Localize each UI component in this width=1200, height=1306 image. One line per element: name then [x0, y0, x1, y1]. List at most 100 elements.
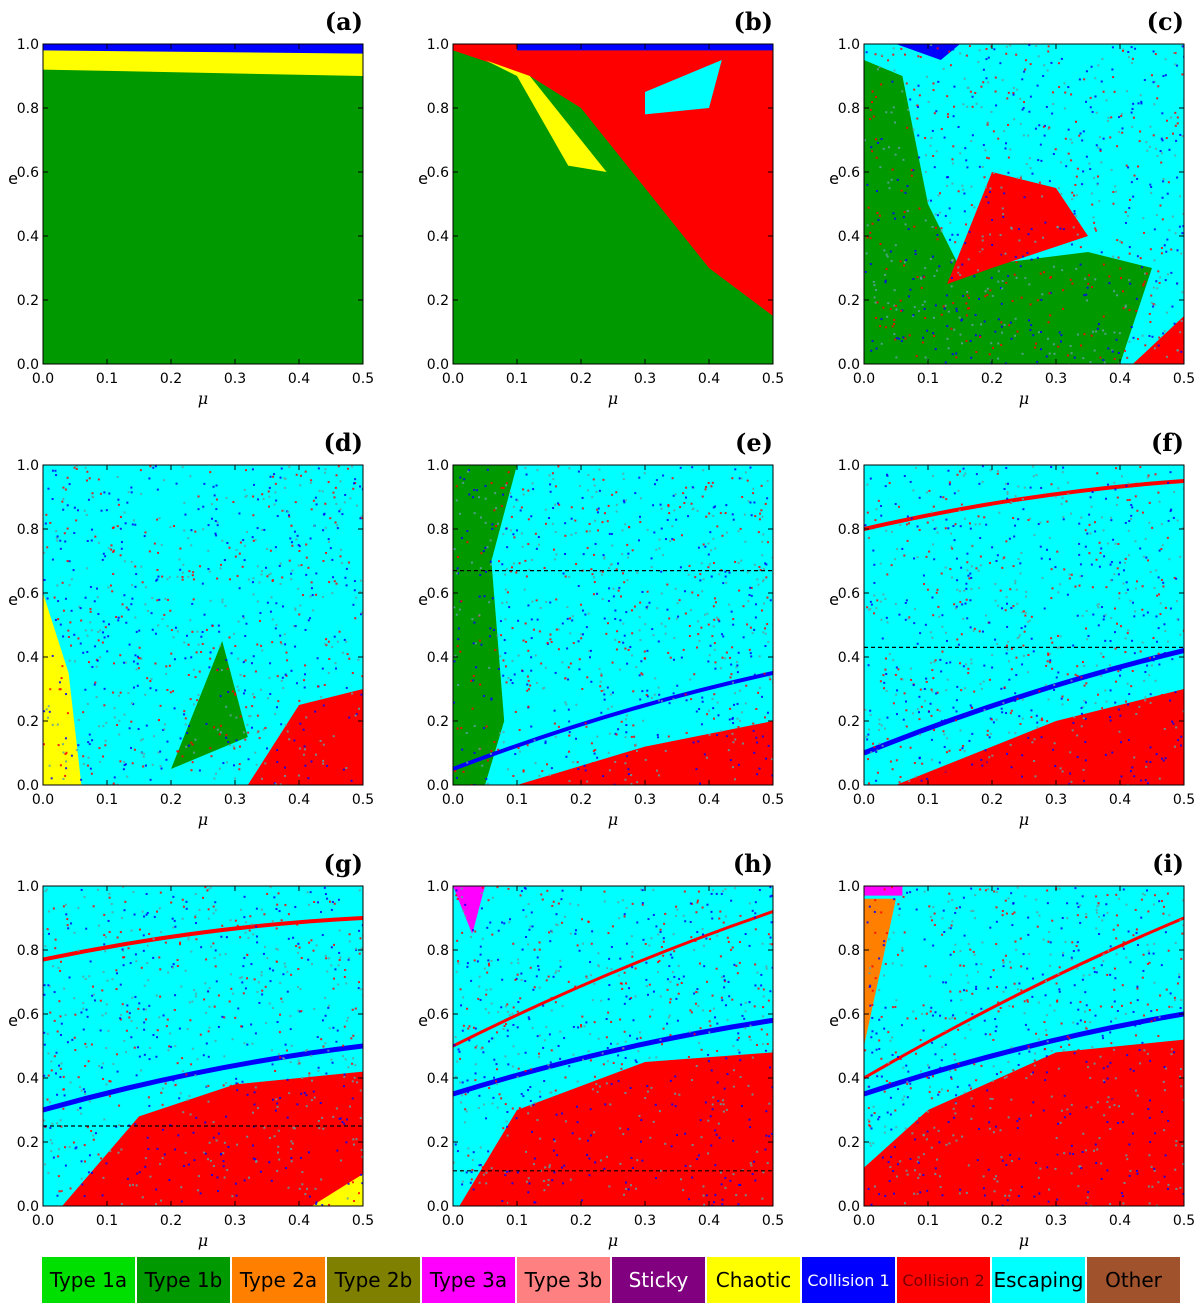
x-tick-label: 0.3 [224, 1213, 246, 1229]
x-tick-label: 0.0 [853, 792, 875, 808]
y-tick-label: 0.4 [17, 650, 39, 666]
basin-collision-2 [62, 1071, 363, 1206]
x-tick-label: 0.3 [1045, 792, 1067, 808]
y-tick-label: 0.4 [838, 650, 860, 666]
x-tick-label: 0.0 [853, 1213, 875, 1229]
x-tick-label: 0.2 [981, 371, 1003, 387]
x-tick-label: 0.1 [506, 1213, 528, 1229]
y-tick-label: 0.4 [427, 1071, 449, 1087]
basin-collision-1 [43, 44, 363, 54]
basin-map [43, 886, 363, 1206]
x-tick-label: 0.4 [288, 792, 310, 808]
legend-item-other: Other [1087, 1257, 1180, 1303]
plot-frame [863, 464, 1185, 786]
x-axis-label: μ [1019, 810, 1029, 829]
basin-type-2a [864, 898, 896, 1046]
basin-collision-2 [896, 689, 1184, 785]
y-tick-label: 0.0 [17, 357, 39, 373]
y-tick-label: 0.0 [427, 1199, 449, 1215]
band-collision-1 [864, 1011, 1184, 1097]
x-tick-label: 0.2 [570, 792, 592, 808]
y-tick-label: 0.0 [427, 357, 449, 373]
x-tick-label: 0.5 [352, 1213, 374, 1229]
panel-i: 0.0 0.1 0.2 0.3 0.4 0.5 0.0 0.2 0.4 0.6 0.8 1.0 μ e (i… [829, 849, 1195, 1250]
x-tick-label: 0.5 [1173, 371, 1195, 387]
y-tick-label: 0.8 [17, 101, 39, 117]
x-tick-label: 0.1 [96, 1213, 118, 1229]
panel-b: 0.0 0.1 0.2 0.3 0.4 0.5 0.0 0.2 0.4 0.6 0.8 1.0 μ e (b… [418, 7, 784, 408]
panel-e: 0.0 0.1 0.2 0.3 0.4 0.5 0.0 0.2 0.4 0.6 0.8 1.0 μ e (e… [418, 428, 784, 829]
plot-frame [42, 43, 364, 365]
band-collision-2 [864, 479, 1184, 531]
y-tick-label: 0.0 [838, 778, 860, 794]
panel-label: (g) [324, 849, 364, 878]
x-tick-label: 0.4 [1109, 371, 1131, 387]
plot-frame [452, 464, 774, 786]
basin-escaping [231, 500, 342, 590]
y-axis-label: e [8, 1011, 18, 1030]
y-tick-label: 0.6 [838, 586, 860, 602]
x-tick-label: 0.2 [160, 1213, 182, 1229]
x-tick-label: 0.5 [1173, 792, 1195, 808]
legend-item-escaping: Escaping [992, 1257, 1085, 1303]
x-tick-label: 0.1 [917, 371, 939, 387]
y-axis-label: e [8, 590, 18, 609]
x-axis-label: μ [1019, 389, 1029, 408]
y-tick-label: 0.4 [838, 229, 860, 245]
basin-chaotic [485, 60, 607, 172]
basin-map [43, 465, 363, 785]
y-tick-label: 0.2 [838, 714, 860, 730]
x-tick-label: 0.5 [1173, 1213, 1195, 1229]
basin-collision-2b [1132, 316, 1184, 364]
y-tick-label: 0.8 [17, 522, 39, 538]
x-tick-label: 0.3 [224, 792, 246, 808]
y-tick-label: 0.2 [838, 293, 860, 309]
basin-collision-2 [247, 689, 363, 785]
panel-label: (b) [734, 7, 774, 36]
y-tick-label: 0.4 [17, 1071, 39, 1087]
x-tick-label: 0.2 [981, 1213, 1003, 1229]
panel-label: (a) [325, 7, 363, 36]
basin-collision-2 [459, 1052, 773, 1206]
panel-d: 0.0 0.1 0.2 0.3 0.4 0.5 0.0 0.2 0.4 0.6 0.8 1.0 μ e (d… [8, 428, 374, 829]
x-tick-label: 0.4 [1109, 792, 1131, 808]
x-tick-label: 0.1 [96, 371, 118, 387]
x-tick-label: 0.5 [762, 792, 784, 808]
legend: Type 1a Type 1b Type 2a Type 2b Type 3a Type … [42, 1257, 1180, 1303]
plot-frame [42, 464, 364, 786]
y-tick-label: 0.8 [427, 943, 449, 959]
x-tick-label: 0.5 [352, 792, 374, 808]
x-tick-label: 0.0 [853, 371, 875, 387]
panel-f: 0.0 0.1 0.2 0.3 0.4 0.5 0.0 0.2 0.4 0.6 0.8 1.0 μ e (f… [829, 428, 1195, 829]
y-axis-label: e [829, 1011, 839, 1030]
basin-type-1b [171, 641, 248, 769]
y-tick-label: 0.8 [838, 522, 860, 538]
plot-frame [452, 885, 774, 1207]
basin-type-1b [453, 465, 517, 785]
y-axis-label: e [829, 590, 839, 609]
x-axis-label: μ [608, 389, 618, 408]
y-tick-label: 0.8 [17, 943, 39, 959]
y-tick-label: 0.4 [838, 1071, 860, 1087]
legend-item-collision-2: Collision 2 [897, 1257, 990, 1303]
y-tick-label: 1.0 [427, 458, 449, 474]
y-tick-label: 0.2 [17, 293, 39, 309]
y-tick-label: 1.0 [17, 37, 39, 53]
plot-frame [42, 885, 364, 1207]
plot-frame [863, 885, 1185, 1207]
panel-label: (h) [733, 849, 773, 878]
x-tick-label: 0.0 [442, 792, 464, 808]
y-tick-label: 0.6 [17, 165, 39, 181]
y-tick-label: 0.6 [427, 1007, 449, 1023]
legend-item-type-2a: Type 2a [232, 1257, 325, 1303]
y-tick-label: 0.6 [427, 586, 449, 602]
basin-map [453, 465, 773, 785]
y-tick-label: 1.0 [838, 458, 860, 474]
basin-map [864, 465, 1184, 785]
legend-item-type-3a: Type 3a [422, 1257, 515, 1303]
y-tick-label: 1.0 [17, 879, 39, 895]
legend-item-type-3b: Type 3b [517, 1257, 610, 1303]
x-axis-label: μ [1019, 1231, 1029, 1250]
basin-type-1b [864, 60, 1152, 364]
band-collision-1 [43, 1043, 363, 1113]
